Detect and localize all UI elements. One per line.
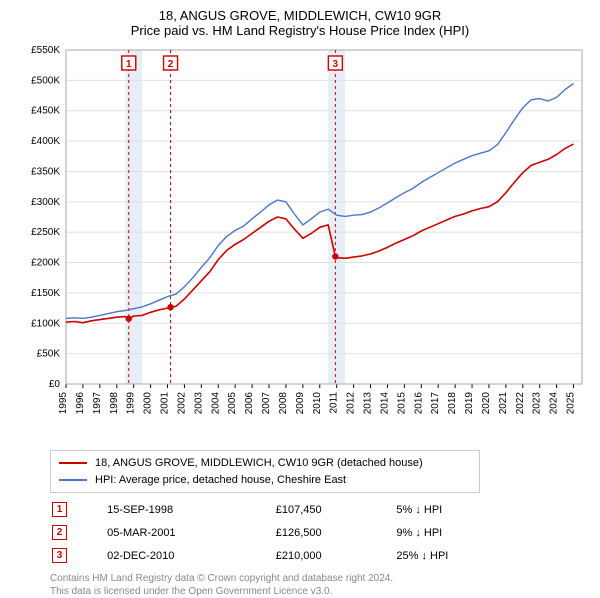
svg-text:£0: £0 — [49, 379, 61, 390]
svg-text:£200K: £200K — [31, 258, 60, 269]
title-block: 18, ANGUS GROVE, MIDDLEWICH, CW10 9GR Pr… — [12, 8, 588, 38]
svg-text:2018: 2018 — [447, 392, 458, 415]
table-row: 3 02-DEC-2010£210,00025% ↓ HPI — [52, 545, 528, 566]
marker-price: £210,000 — [276, 545, 395, 566]
svg-text:£550K: £550K — [31, 45, 60, 56]
svg-text:2001: 2001 — [160, 392, 171, 415]
svg-text:2011: 2011 — [329, 392, 340, 414]
marker-date: 15-SEP-1998 — [107, 499, 274, 520]
marker-box: 1 — [52, 502, 67, 517]
marker-num-cell: 1 — [52, 499, 105, 520]
marker-box: 2 — [52, 525, 67, 540]
svg-text:2025: 2025 — [566, 392, 577, 415]
marker-date: 02-DEC-2010 — [107, 545, 274, 566]
title-subtitle: Price paid vs. HM Land Registry's House … — [12, 23, 588, 38]
svg-text:£50K: £50K — [37, 349, 61, 360]
svg-text:2022: 2022 — [515, 392, 526, 415]
svg-text:1999: 1999 — [126, 392, 137, 415]
svg-text:2012: 2012 — [346, 392, 357, 415]
attribution-line: Contains HM Land Registry data © Crown c… — [50, 572, 588, 585]
svg-text:1997: 1997 — [92, 392, 103, 415]
legend-row: HPI: Average price, detached house, Ches… — [59, 472, 471, 489]
svg-text:2021: 2021 — [498, 392, 509, 415]
svg-text:2007: 2007 — [261, 392, 272, 415]
marker-delta: 25% ↓ HPI — [396, 545, 528, 566]
legend: 18, ANGUS GROVE, MIDDLEWICH, CW10 9GR (d… — [50, 450, 480, 493]
svg-text:2003: 2003 — [193, 392, 204, 415]
svg-text:£300K: £300K — [31, 197, 60, 208]
marker-delta: 5% ↓ HPI — [396, 499, 528, 520]
svg-text:2010: 2010 — [312, 392, 323, 415]
svg-text:2024: 2024 — [549, 392, 560, 415]
svg-text:2013: 2013 — [363, 392, 374, 415]
marker-price: £126,500 — [276, 522, 395, 543]
marker-num-cell: 3 — [52, 545, 105, 566]
svg-text:1996: 1996 — [75, 392, 86, 415]
chart-svg: £0 £50K £100K £150K £200K £250K £300K £350K £400… — [12, 44, 588, 444]
marker-box: 3 — [52, 548, 67, 563]
svg-text:2009: 2009 — [295, 392, 306, 415]
svg-text:2000: 2000 — [143, 392, 154, 415]
marker-num-cell: 2 — [52, 522, 105, 543]
sales-table: 1 15-SEP-1998£107,4505% ↓ HPI 2 05-MAR-2001… — [50, 497, 530, 568]
svg-text:£350K: £350K — [31, 166, 60, 177]
attribution: Contains HM Land Registry data © Crown c… — [50, 572, 588, 598]
svg-text:2008: 2008 — [278, 392, 289, 415]
svg-text:2015: 2015 — [396, 392, 407, 415]
attribution-line: This data is licensed under the Open Gov… — [50, 585, 588, 598]
svg-text:2006: 2006 — [244, 392, 255, 415]
svg-text:2004: 2004 — [210, 392, 221, 415]
svg-text:2023: 2023 — [532, 392, 543, 415]
table-row: 1 15-SEP-1998£107,4505% ↓ HPI — [52, 499, 528, 520]
title-address: 18, ANGUS GROVE, MIDDLEWICH, CW10 9GR — [12, 8, 588, 23]
figure-root: 18, ANGUS GROVE, MIDDLEWICH, CW10 9GR Pr… — [0, 0, 600, 590]
legend-label: 18, ANGUS GROVE, MIDDLEWICH, CW10 9GR (d… — [95, 455, 423, 472]
svg-text:2: 2 — [168, 59, 174, 70]
chart: £0 £50K £100K £150K £200K £250K £300K £350K £400… — [12, 44, 588, 444]
table-row: 2 05-MAR-2001£126,5009% ↓ HPI — [52, 522, 528, 543]
svg-text:2002: 2002 — [176, 392, 187, 415]
svg-text:2005: 2005 — [227, 392, 238, 415]
legend-row: 18, ANGUS GROVE, MIDDLEWICH, CW10 9GR (d… — [59, 455, 471, 472]
svg-text:£150K: £150K — [31, 288, 60, 299]
svg-text:2016: 2016 — [413, 392, 424, 415]
svg-text:£450K: £450K — [31, 106, 60, 117]
legend-swatch-red — [59, 462, 87, 464]
marker-price: £107,450 — [276, 499, 395, 520]
svg-text:£100K: £100K — [31, 318, 60, 329]
svg-text:2019: 2019 — [464, 392, 475, 415]
marker-date: 05-MAR-2001 — [107, 522, 274, 543]
svg-text:2020: 2020 — [481, 392, 492, 415]
svg-text:2014: 2014 — [379, 392, 390, 415]
marker-delta: 9% ↓ HPI — [396, 522, 528, 543]
legend-swatch-blue — [59, 479, 87, 481]
svg-text:1: 1 — [126, 59, 132, 70]
legend-label: HPI: Average price, detached house, Ches… — [95, 472, 346, 489]
svg-text:1995: 1995 — [58, 392, 69, 415]
svg-text:3: 3 — [333, 59, 339, 70]
svg-text:£400K: £400K — [31, 136, 60, 147]
svg-text:2017: 2017 — [430, 392, 441, 415]
svg-text:£500K: £500K — [31, 75, 60, 86]
svg-text:1998: 1998 — [109, 392, 120, 415]
svg-text:£250K: £250K — [31, 227, 60, 238]
